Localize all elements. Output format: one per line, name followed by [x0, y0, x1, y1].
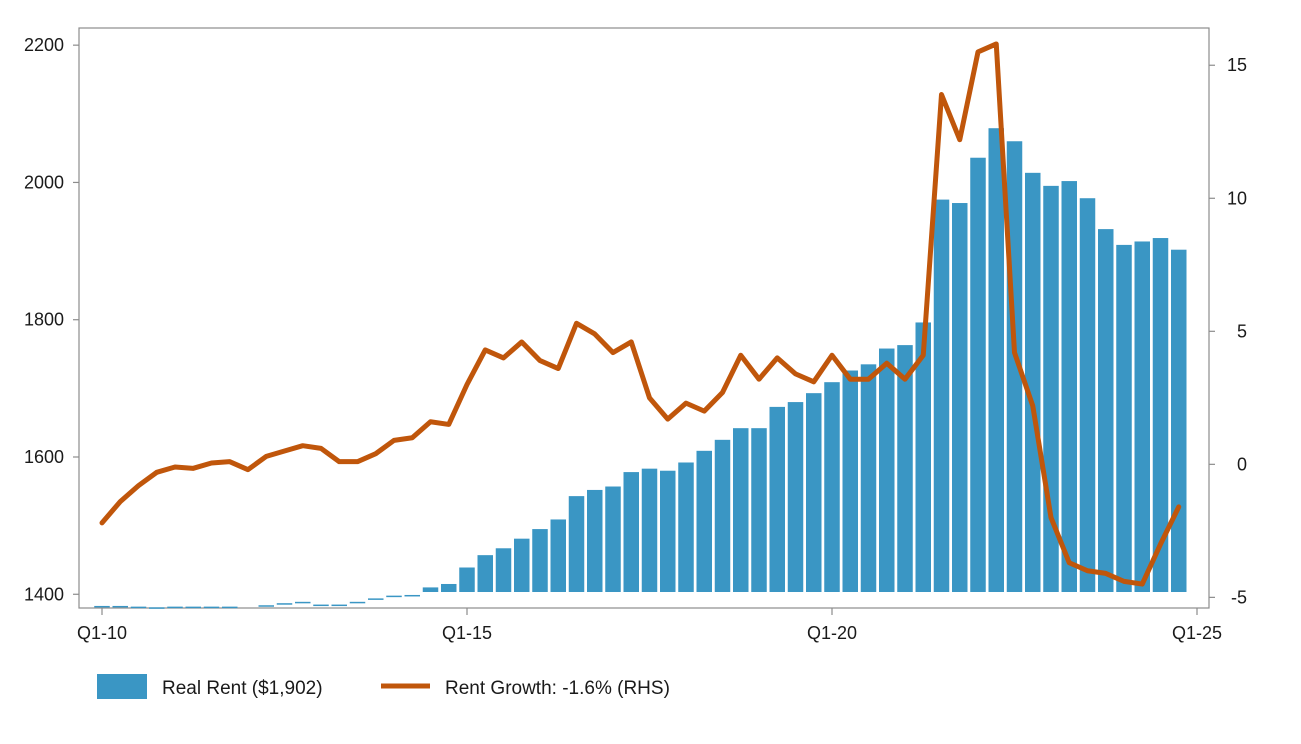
bar-q56 [1116, 244, 1132, 592]
bar-q18 [422, 587, 439, 592]
bar-q32 [678, 462, 694, 592]
bar-q34 [714, 439, 731, 592]
bar-q11 [295, 601, 311, 604]
bar-q12 [313, 604, 329, 607]
bar-q9 [258, 605, 274, 607]
bar-q41 [842, 370, 858, 592]
bar-q33 [696, 450, 712, 592]
bar-q26 [568, 496, 585, 592]
bar-q1 [112, 605, 128, 608]
right-tick-label: 0 [1237, 454, 1247, 474]
bar-q53 [1061, 181, 1077, 592]
bar-q54 [1079, 198, 1096, 592]
bar-q28 [605, 486, 621, 592]
legend-bar-label: Real Rent ($1,902) [162, 678, 323, 699]
right-tick-label: -5 [1231, 587, 1247, 607]
legend-line-label: Rent Growth: -1.6% (RHS) [445, 678, 670, 699]
x-axis: Q1-10 Q1-15 Q1-20 Q1-25 [77, 608, 1222, 643]
right-tick-label: 10 [1227, 188, 1247, 208]
bar-q13 [331, 604, 347, 607]
left-tick-label: 1800 [24, 310, 64, 330]
left-tick-label: 1400 [24, 584, 64, 604]
left-tick-label: 1600 [24, 447, 64, 467]
bar-q3 [149, 607, 165, 609]
bar-q57 [1134, 241, 1150, 592]
bar-q17 [404, 594, 420, 597]
real-rent-bars [94, 128, 1187, 609]
right-tick-label: 5 [1237, 321, 1247, 341]
bar-q36 [751, 428, 767, 592]
left-y-axis: 1400 1600 1800 2000 2200 [24, 35, 79, 604]
bar-q2 [130, 606, 147, 609]
bar-q27 [587, 489, 603, 592]
bar-q46 [933, 199, 950, 592]
bar-q19 [441, 583, 457, 592]
bar-q24 [532, 529, 548, 592]
right-y-axis: -5 0 5 10 15 [1209, 55, 1247, 607]
bar-q42 [860, 364, 877, 592]
bar-q20 [459, 567, 475, 592]
bar-q23 [514, 538, 530, 592]
bar-q21 [477, 555, 493, 592]
x-tick-label: Q1-20 [807, 623, 857, 643]
bar-q47 [952, 203, 968, 592]
bar-q39 [806, 393, 822, 592]
bar-q30 [641, 468, 658, 592]
bar-q15 [368, 598, 384, 600]
bar-q29 [623, 472, 639, 592]
bar-q51 [1025, 172, 1041, 592]
x-tick-label: Q1-25 [1172, 623, 1222, 643]
bar-q16 [386, 595, 402, 598]
bar-q25 [550, 519, 566, 592]
legend-bar-swatch [97, 674, 147, 699]
bar-q43 [879, 348, 895, 592]
bar-q14 [349, 601, 366, 604]
rent-growth-line-group [99, 41, 1182, 587]
bar-q58 [1152, 238, 1169, 593]
left-tick-label: 2200 [24, 35, 64, 55]
bar-q35 [733, 428, 749, 592]
bar-q10 [276, 603, 293, 605]
bar-q6 [203, 606, 220, 609]
right-tick-label: 15 [1227, 55, 1247, 75]
bar-q44 [897, 345, 913, 592]
bar-q38 [787, 402, 804, 592]
bar-q49 [988, 128, 1004, 592]
bar-q7 [222, 606, 238, 609]
bar-q59 [1171, 249, 1187, 592]
bar-q4 [167, 606, 183, 609]
bar-q48 [970, 157, 986, 593]
bar-q55 [1098, 229, 1114, 593]
bar-q31 [660, 470, 676, 592]
left-tick-label: 2000 [24, 172, 64, 192]
bar-q0 [94, 605, 110, 608]
rent-growth-line [99, 41, 1182, 587]
bar-q5 [185, 606, 201, 609]
bar-q40 [824, 382, 840, 592]
legend: Real Rent ($1,902) Rent Growth: -1.6% (R… [97, 674, 670, 699]
bar-q45 [915, 322, 931, 592]
x-tick-label: Q1-15 [442, 623, 492, 643]
bar-q37 [769, 406, 785, 592]
bar-q22 [495, 548, 512, 592]
plot-frame [78, 27, 1210, 609]
x-tick-label: Q1-10 [77, 623, 127, 643]
